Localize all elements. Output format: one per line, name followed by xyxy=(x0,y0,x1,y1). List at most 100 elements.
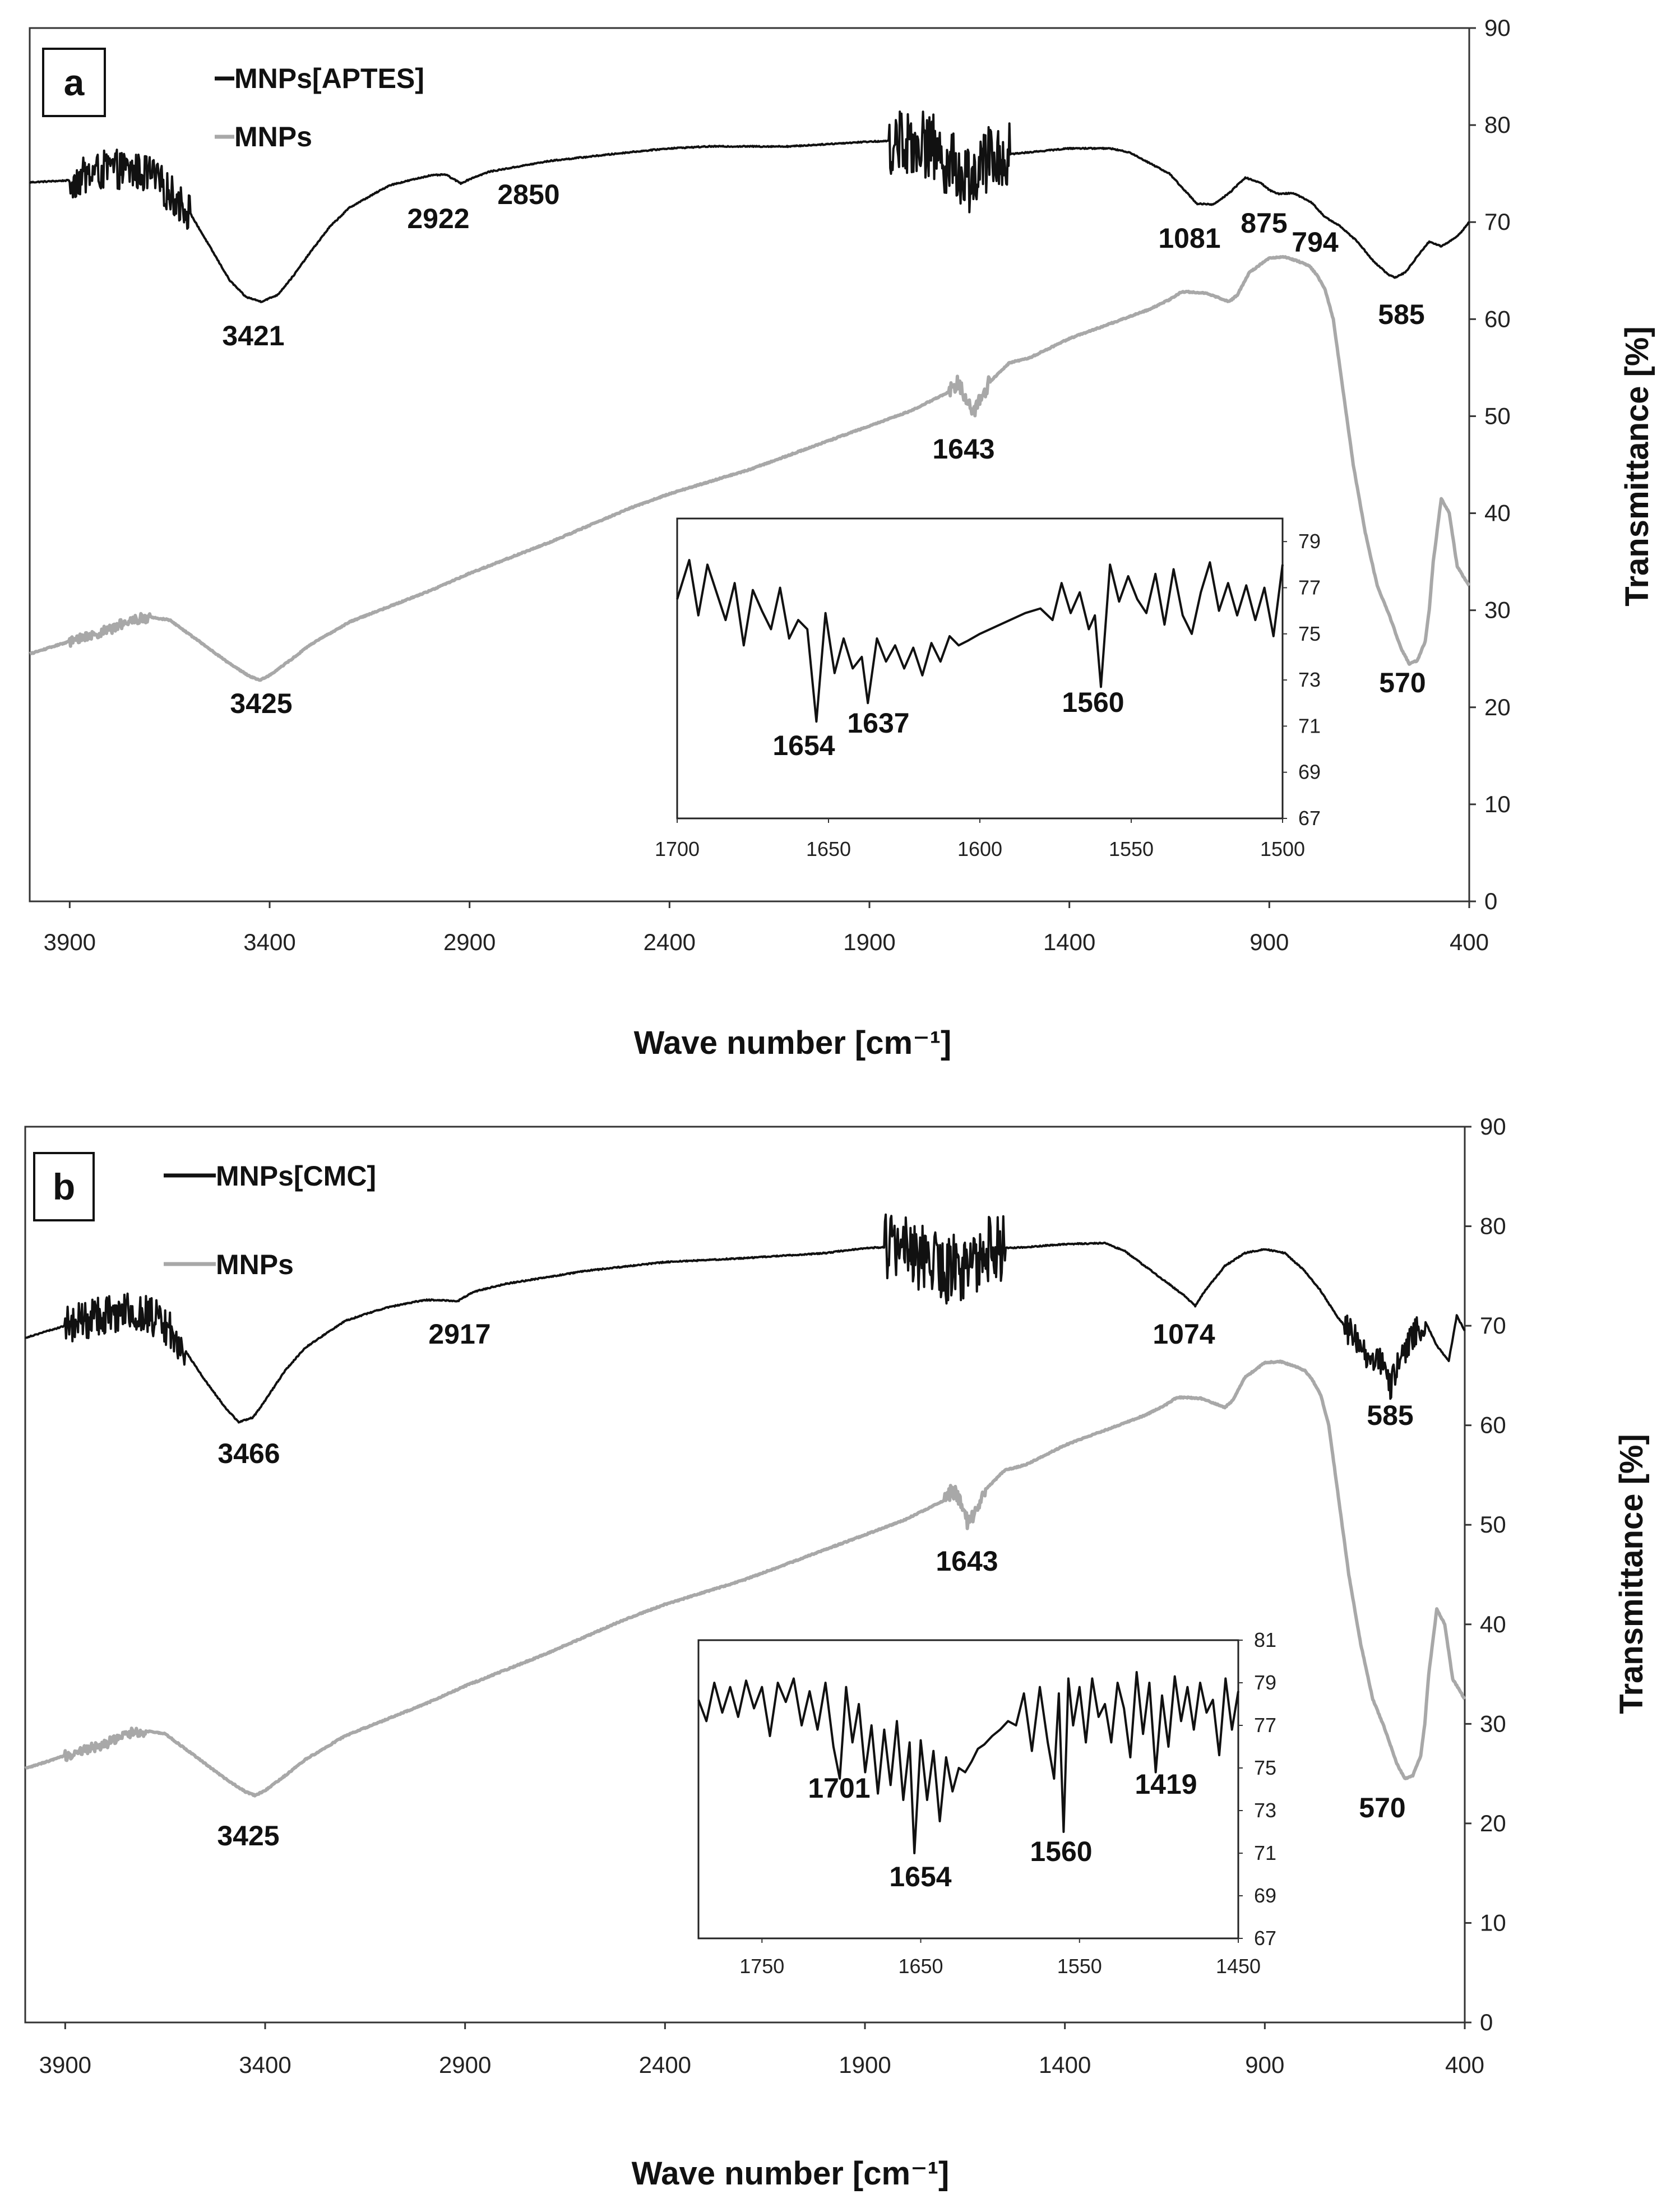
inset-x-tick-label: 1500 xyxy=(1260,837,1305,860)
x-tick-label: 400 xyxy=(1445,2052,1484,2078)
panel-a-inset: 1700 1650 1600 1550 1500 67 69 71 73 75 77 79 1654… xyxy=(655,517,1321,860)
x-tick-label: 2900 xyxy=(439,2052,491,2078)
inset-y-tick-label: 77 xyxy=(1298,576,1321,599)
inset-series-line xyxy=(676,559,1284,723)
x-tick-label: 2400 xyxy=(639,2052,691,2078)
peak-label-2917: 2917 xyxy=(428,1318,490,1350)
y-tick-label: 20 xyxy=(1484,694,1511,720)
panel-b-plot-frame xyxy=(24,1126,1466,2024)
x-tick-label: 3400 xyxy=(243,929,295,955)
inset-x-tick-label: 1550 xyxy=(1057,1955,1102,1978)
panel-a-series xyxy=(29,110,1471,682)
inset-y-tick-label: 79 xyxy=(1254,1671,1276,1694)
y-tick-label: 70 xyxy=(1484,209,1511,235)
peak-label-3425-b: 3425 xyxy=(217,1820,279,1851)
inset-y-tick-label: 69 xyxy=(1298,761,1321,784)
inset-x-tick-label: 1550 xyxy=(1109,837,1154,860)
peak-label-585-b: 585 xyxy=(1367,1400,1413,1431)
panel-a-inset-frame xyxy=(676,517,1284,820)
legend-label-mnps: MNPs xyxy=(234,121,312,152)
inset-peak-label-1637: 1637 xyxy=(847,707,909,739)
series-line-mnps xyxy=(29,254,1471,682)
panel-a-inset-y-ticks: 67 69 71 73 75 77 79 xyxy=(1283,530,1321,830)
y-tick-label: 90 xyxy=(1480,1113,1506,1140)
inset-y-tick-label: 69 xyxy=(1254,1884,1276,1907)
inset-peak-label-1560-b: 1560 xyxy=(1030,1836,1092,1867)
y-tick-label: 70 xyxy=(1480,1312,1506,1339)
inset-y-tick-label: 81 xyxy=(1254,1628,1276,1651)
inset-x-tick-label: 1450 xyxy=(1216,1955,1261,1978)
panel-a-x-ticks: 3900 3400 2900 2400 1900 1400 900 400 xyxy=(44,901,1489,955)
x-tick-label: 900 xyxy=(1249,929,1289,955)
peak-label-570: 570 xyxy=(1379,667,1426,698)
panel-b-letter: b xyxy=(53,1166,75,1207)
y-tick-label: 90 xyxy=(1484,15,1511,41)
panel-b-peak-labels: 3466 2917 1074 585 3425 1643 570 xyxy=(217,1318,1413,1851)
panel-a-peak-labels: 3421 2922 2850 1081 875 794 585 3425 164… xyxy=(222,179,1426,719)
peak-label-1081: 1081 xyxy=(1158,223,1220,254)
panel-b-legend: MNPs[CMC] MNPs xyxy=(164,1160,376,1280)
peak-label-875: 875 xyxy=(1241,207,1287,239)
inset-x-tick-label: 1750 xyxy=(739,1955,784,1978)
inset-x-tick-label: 1700 xyxy=(655,837,700,860)
legend-label-mnps-b: MNPs xyxy=(216,1249,294,1280)
inset-y-tick-label: 73 xyxy=(1298,668,1321,691)
peak-label-3466: 3466 xyxy=(217,1438,280,1469)
panel-b-y-axis-label: Transmittance [%] xyxy=(1613,1434,1650,1714)
panel-b-inset-y-ticks: 67 69 71 73 75 77 79 81 xyxy=(1238,1628,1276,1950)
panel-a: 3900 3400 2900 2400 1900 1400 900 400 0 10 20 30 40… xyxy=(29,15,1655,1061)
peak-label-585: 585 xyxy=(1378,299,1424,330)
y-tick-label: 20 xyxy=(1480,1810,1506,1836)
y-tick-label: 80 xyxy=(1484,112,1511,138)
peak-label-1643: 1643 xyxy=(932,433,994,465)
inset-y-tick-label: 71 xyxy=(1298,714,1321,737)
inset-peak-label-1654: 1654 xyxy=(772,730,835,761)
inset-y-tick-label: 73 xyxy=(1254,1799,1276,1822)
series-line-mnps-cmc xyxy=(25,1213,1466,1424)
inset-y-tick-label: 75 xyxy=(1298,622,1321,645)
series-line-mnps-aptes xyxy=(29,110,1470,303)
inset-x-tick-label: 1650 xyxy=(806,837,851,860)
y-tick-label: 40 xyxy=(1480,1611,1506,1637)
peak-label-1643-b: 1643 xyxy=(936,1545,998,1577)
peak-label-794: 794 xyxy=(1292,226,1339,258)
x-tick-label: 2900 xyxy=(443,929,496,955)
panel-b: 3900 3400 2900 2400 1900 1400 900 400 0 10 20 30 40… xyxy=(24,1113,1650,2192)
panel-b-series xyxy=(24,1213,1466,1798)
y-tick-label: 10 xyxy=(1480,1909,1506,1936)
y-tick-label: 0 xyxy=(1484,888,1497,914)
y-tick-label: 30 xyxy=(1484,597,1511,623)
y-tick-label: 80 xyxy=(1480,1213,1506,1239)
inset-x-tick-label: 1600 xyxy=(957,837,1002,860)
peak-label-1074: 1074 xyxy=(1153,1318,1215,1350)
legend-label-mnps-aptes: MNPs[APTES] xyxy=(234,63,424,94)
panel-a-letter: a xyxy=(64,62,85,103)
x-tick-label: 3400 xyxy=(239,2052,291,2078)
panel-b-x-ticks: 3900 3400 2900 2400 1900 1400 900 400 xyxy=(39,2022,1484,2078)
panel-b-inset: 1750 1650 1550 1450 67 69 71 73 75 77 79 81 1701 1… xyxy=(697,1628,1276,1978)
panel-a-legend: MNPs[APTES] MNPs xyxy=(215,63,424,152)
y-tick-label: 30 xyxy=(1480,1710,1506,1737)
inset-peak-label-1701: 1701 xyxy=(808,1772,870,1804)
peak-label-2850: 2850 xyxy=(497,179,559,210)
panel-a-x-axis-label: Wave number [cm⁻¹] xyxy=(634,1025,952,1061)
x-tick-label: 1400 xyxy=(1043,929,1095,955)
x-tick-label: 3900 xyxy=(39,2052,91,2078)
inset-peak-label-1419: 1419 xyxy=(1135,1769,1197,1800)
inset-series-line xyxy=(697,1671,1239,1854)
y-tick-label: 50 xyxy=(1484,402,1511,429)
panel-a-letter-box xyxy=(42,48,106,117)
panel-a-y-ticks: 0 10 20 30 40 50 60 70 80 90 xyxy=(1469,15,1511,914)
inset-y-tick-label: 67 xyxy=(1254,1927,1276,1950)
x-tick-label: 1900 xyxy=(839,2052,891,2078)
panel-a-plot-frame xyxy=(29,27,1470,902)
peak-label-570-b: 570 xyxy=(1359,1792,1405,1823)
x-tick-label: 900 xyxy=(1245,2052,1284,2078)
y-tick-label: 60 xyxy=(1480,1412,1506,1438)
inset-y-tick-label: 77 xyxy=(1254,1714,1276,1737)
x-tick-label: 400 xyxy=(1450,929,1489,955)
series-line-mnps xyxy=(24,1359,1466,1798)
y-tick-label: 0 xyxy=(1480,2009,1493,2035)
y-tick-label: 10 xyxy=(1484,791,1511,817)
